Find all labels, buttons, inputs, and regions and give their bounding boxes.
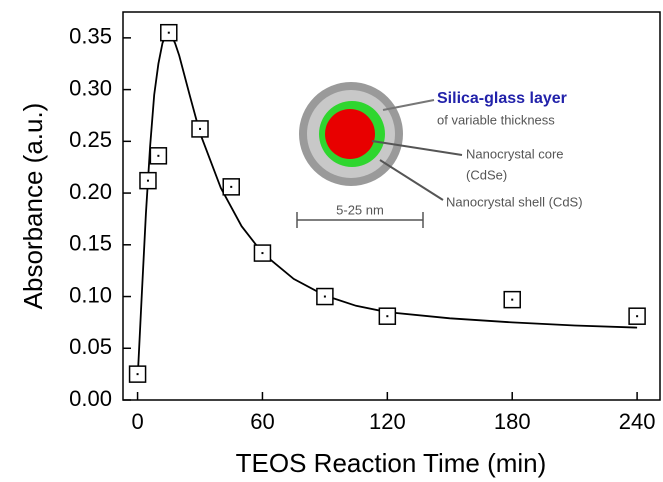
data-point-dot [636, 315, 639, 318]
pointer [379, 159, 444, 201]
annotation: 5-25 nm [336, 202, 384, 217]
y-tick-label: 0.15 [69, 231, 112, 256]
x-tick-label: 120 [369, 409, 406, 434]
data-point-dot [199, 127, 202, 130]
data-point-dot [323, 295, 326, 298]
x-tick-label: 0 [131, 409, 143, 434]
annotation: Nanocrystal shell (CdS) [446, 194, 583, 209]
pointer [382, 99, 435, 111]
plot-frame [122, 11, 661, 401]
x-tick-label: 180 [494, 409, 531, 434]
y-tick-label: 0.30 [69, 75, 112, 100]
data-point-dot [146, 179, 149, 182]
pointer [371, 140, 463, 156]
y-tick-label: 0.35 [69, 24, 112, 49]
annotation: of variable thickness [437, 112, 555, 127]
y-tick-label: 0.00 [69, 386, 112, 411]
data-point-dot [261, 252, 264, 255]
x-tick-label: 240 [619, 409, 656, 434]
data-point-dot [136, 373, 139, 376]
data-point-dot [511, 298, 514, 301]
y-axis-label: Absorbance (a.u.) [18, 103, 48, 310]
y-tick-label: 0.25 [69, 127, 112, 152]
y-tick-label: 0.05 [69, 334, 112, 359]
data-point-dot [157, 154, 160, 157]
data-point-dot [230, 185, 233, 188]
x-tick-label: 60 [250, 409, 274, 434]
core [325, 109, 375, 159]
annotation: (CdSe) [466, 167, 507, 182]
x-axis-label: TEOS Reaction Time (min) [236, 448, 547, 478]
y-tick-label: 0.10 [69, 282, 112, 307]
inset-diagram: Silica-glass layer of variable thickness… [296, 82, 583, 228]
fit-line [136, 32, 638, 380]
data-point-dot [386, 315, 389, 318]
data-point-dot [167, 31, 170, 34]
y-tick-label: 0.20 [69, 179, 112, 204]
annotation: Nanocrystal core [466, 146, 564, 161]
annotation: Silica-glass layer [437, 90, 567, 107]
